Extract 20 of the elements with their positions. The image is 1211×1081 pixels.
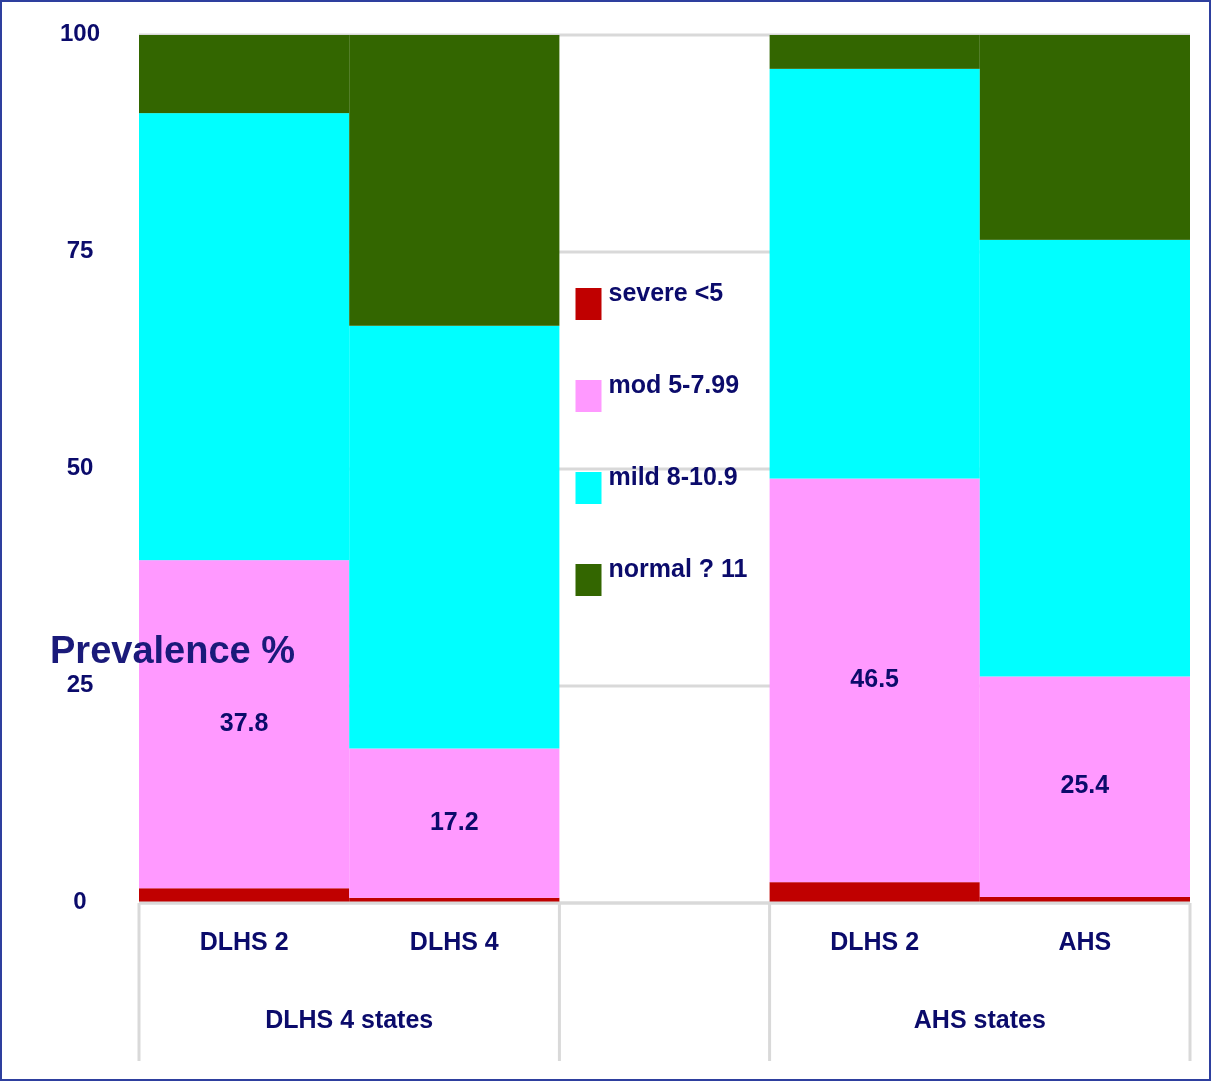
legend-label: mild 8-10.9	[608, 461, 738, 490]
legend-label: normal ? 11	[608, 553, 748, 582]
y-tick-label: 0	[73, 887, 87, 915]
data-label: 17.2	[429, 806, 479, 835]
data-label: 46.5	[850, 663, 900, 692]
y-tick-label: 100	[59, 19, 101, 47]
legend-label: severe <5	[608, 277, 724, 306]
legend-label: mod 5-7.99	[608, 369, 740, 398]
y-tick-label: 25	[66, 670, 94, 698]
x-tick-label: AHS	[1058, 926, 1112, 955]
text: AHS states	[913, 1004, 1046, 1033]
y-axis-title: Prevalence %	[50, 629, 296, 672]
data-label: 37.8	[219, 707, 269, 736]
x-tick-label: DLHS 4	[409, 926, 499, 955]
y-tick-label: 50	[66, 453, 94, 481]
text: DLHS 4 states	[265, 1004, 434, 1033]
x-tick-label: DLHS 2	[830, 926, 920, 955]
y-tick-label: 75	[66, 236, 94, 264]
x-tick-label: DLHS 2	[199, 926, 289, 955]
data-label: 25.4	[1060, 770, 1110, 799]
